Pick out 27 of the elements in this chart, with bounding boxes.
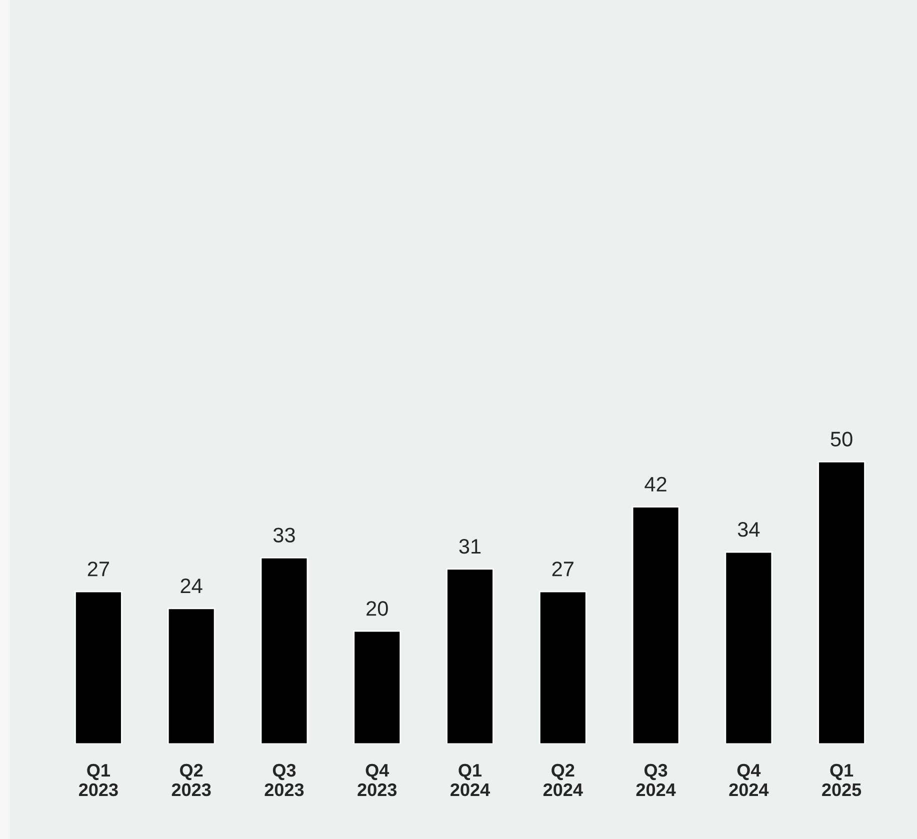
bar [74,590,122,744]
bar [260,556,308,744]
x-tick-label: Q1 2025 [822,764,862,796]
x-tick-label: Q2 2023 [172,764,211,796]
x-tick-label: Q2 2024 [543,764,583,796]
data-label: 20 [366,601,388,616]
bar [632,506,680,744]
x-tick-label: Q4 2024 [729,764,769,796]
x-tick-label: Q3 2024 [636,764,676,796]
x-tick-label: Q1 2023 [78,764,118,796]
x-tick-label: Q3 2023 [264,764,304,796]
x-tick-label: Q1 2024 [450,764,490,796]
data-label: 27 [552,562,574,576]
bar [353,630,402,744]
x-tick-label: Q4 2023 [358,764,397,796]
data-label: 31 [459,538,481,554]
bar [724,551,773,744]
data-label: 50 [830,432,852,446]
bar [167,608,216,744]
data-label: 33 [273,528,295,542]
data-label: 34 [738,522,760,537]
data-label: 24 [180,578,202,594]
data-label: 27 [88,562,109,576]
data-label: 42 [644,476,666,492]
bar [538,590,587,744]
bar [446,568,494,744]
bar [818,460,866,744]
